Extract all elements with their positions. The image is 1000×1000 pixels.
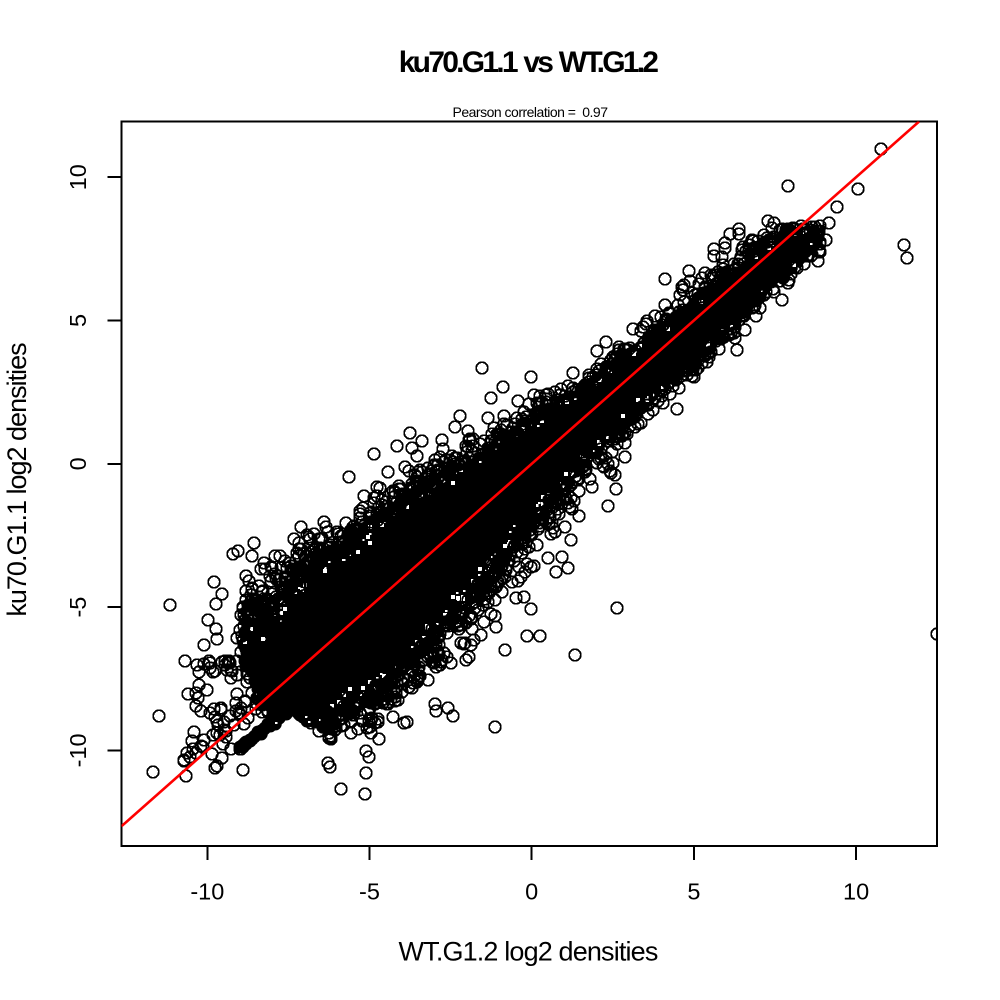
svg-text:ku70.G1.1 vs WT.G1.2: ku70.G1.1 vs WT.G1.2: [399, 46, 659, 79]
svg-text:-10: -10: [190, 879, 224, 905]
svg-text:-5: -5: [65, 597, 91, 618]
svg-text:-10: -10: [65, 733, 91, 767]
svg-text:5: 5: [687, 879, 700, 905]
svg-text:0: 0: [65, 457, 91, 470]
svg-text:0: 0: [525, 879, 538, 905]
svg-text:-5: -5: [359, 879, 380, 905]
svg-text:10: 10: [65, 164, 91, 190]
svg-text:WT.G1.2 log2 densities: WT.G1.2 log2 densities: [399, 937, 658, 967]
svg-text:ku70.G1.1 log2 densities: ku70.G1.1 log2 densities: [2, 343, 32, 617]
svg-text:10: 10: [843, 879, 869, 905]
svg-text:5: 5: [65, 314, 91, 327]
svg-text:Pearson correlation = 0.97: Pearson correlation = 0.97: [453, 104, 609, 120]
